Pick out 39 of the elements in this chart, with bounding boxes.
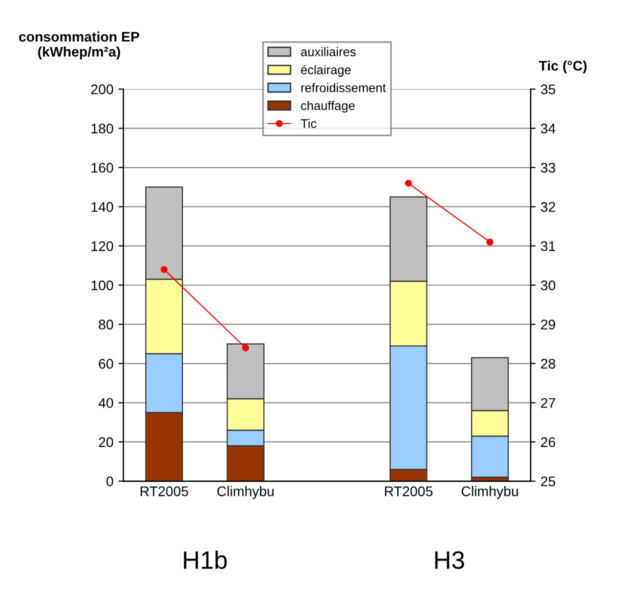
y2-tick-label: 28: [541, 358, 556, 369]
y-tick-label: 0: [106, 476, 114, 486]
y2-tick-label: 34: [540, 124, 556, 134]
legend-label: chauffage: [301, 100, 355, 113]
y2-tick-label: 25: [541, 476, 556, 486]
y2-tick-label: 31: [540, 241, 556, 252]
point: [404, 180, 412, 187]
point: [242, 344, 250, 352]
x-tick-label: RT2005: [385, 486, 432, 496]
point: [486, 238, 494, 246]
y2-tick-label: 32: [540, 202, 556, 212]
y-tick-label: 180: [92, 124, 114, 134]
legend-label: éclairage: [301, 64, 351, 77]
y-tick-label: 80: [98, 320, 114, 330]
legend-label: refroidissement: [301, 83, 386, 92]
text: H1b: [184, 550, 227, 569]
y2-tick-label: 35: [540, 84, 556, 94]
y2-tick-label: 27: [541, 398, 556, 408]
y2-tick-label: 33: [540, 162, 556, 173]
y-tick-label: 60: [98, 358, 114, 369]
legend-label: auxiliaires: [301, 47, 356, 56]
y2-tick-label: 29: [541, 320, 556, 330]
legend-label: Tic: [300, 118, 316, 128]
y2-tick-label: 30: [540, 280, 556, 290]
y2-axis-title: Tic (°C): [538, 60, 587, 74]
text: H3: [435, 551, 464, 569]
y2-tick-label: 26: [541, 437, 556, 448]
y-tick-label: 100: [92, 280, 114, 290]
x-tick-label: RT2005: [140, 486, 188, 496]
y-axis-title: consommation EP (kWhep/m²a): [19, 31, 140, 60]
y-tick-label: 20: [98, 437, 114, 448]
y-tick-label: 140: [92, 202, 114, 212]
y-tick-label: 160: [92, 162, 114, 173]
x-tick-label: Climhybu: [217, 486, 274, 499]
y-tick-label: 200: [91, 84, 114, 94]
y-tick-label: 120: [92, 241, 114, 252]
point: [160, 266, 168, 273]
y-tick-label: 40: [98, 398, 114, 408]
x-tick-label: Climhybu: [462, 486, 518, 499]
